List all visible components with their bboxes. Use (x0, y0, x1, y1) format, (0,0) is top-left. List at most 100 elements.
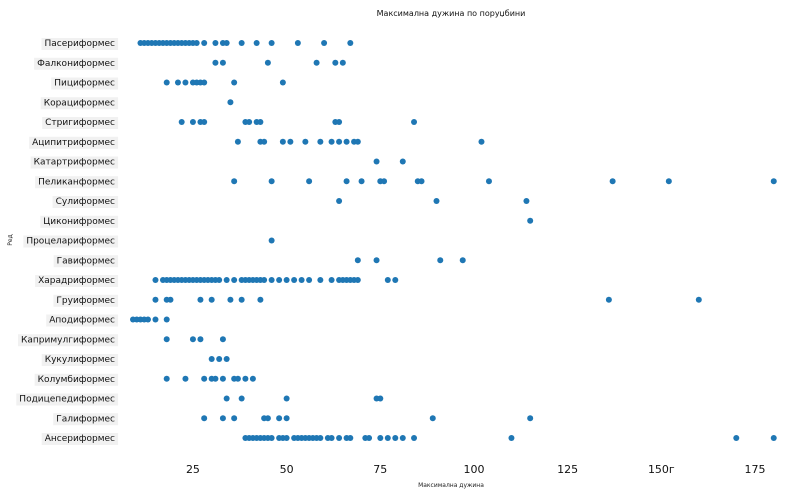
category-label: Кукулиформес (45, 355, 115, 365)
data-point (182, 79, 189, 86)
data-point (384, 277, 391, 283)
category-label-background (51, 77, 119, 90)
data-point (358, 178, 365, 185)
category-label: Капримулгиформес (21, 335, 115, 345)
data-point (302, 138, 309, 145)
data-point (144, 316, 151, 323)
category-label: Колумбиформес (38, 375, 115, 385)
x-tick-label: 75 (373, 463, 387, 476)
data-point (437, 257, 444, 264)
data-point (212, 375, 219, 382)
category-labels: Пасериформес Фалкониформес Пициформес Корац… (19, 39, 115, 444)
category-label: Катартриформес (34, 158, 115, 168)
data-point (152, 296, 159, 303)
data-point (339, 59, 346, 66)
data-point (174, 79, 181, 86)
data-point (411, 435, 418, 441)
category-label-background (53, 255, 119, 268)
x-axis-label: Максимална дужина (418, 482, 484, 489)
data-point (317, 138, 324, 145)
category-label-background (40, 215, 119, 228)
data-point (294, 40, 301, 46)
data-point (283, 415, 290, 422)
data-point (246, 119, 253, 125)
data-point (770, 435, 777, 441)
data-point (485, 178, 492, 185)
data-point (197, 336, 204, 343)
category-label: Аципитриформес (32, 138, 115, 148)
data-point (231, 277, 238, 283)
data-points (129, 40, 777, 441)
data-point (264, 59, 271, 66)
label-background-layer (16, 38, 119, 445)
category-label-background (52, 196, 119, 208)
data-point (201, 40, 208, 46)
data-point (373, 257, 380, 264)
data-point (411, 119, 418, 125)
data-point (384, 435, 391, 441)
data-point (268, 178, 275, 185)
data-point (373, 158, 380, 165)
data-point (336, 138, 343, 145)
data-point (152, 316, 159, 323)
category-label: Харадриформес (38, 276, 115, 286)
category-label-background (41, 38, 119, 50)
data-point (216, 356, 223, 362)
data-point (399, 158, 406, 165)
data-point (366, 435, 373, 441)
data-point (298, 277, 305, 283)
data-point (527, 415, 534, 422)
data-point (283, 435, 290, 441)
data-point (377, 435, 384, 441)
data-point (268, 277, 275, 283)
data-point (336, 119, 343, 125)
data-point (459, 257, 466, 264)
data-point (242, 375, 249, 382)
data-point (201, 79, 208, 86)
category-label: Корациформес (44, 98, 115, 108)
data-point (313, 59, 320, 66)
data-point (287, 138, 294, 145)
data-point (343, 138, 350, 145)
category-label: Циконифромес (43, 217, 115, 227)
data-point (381, 178, 388, 185)
category-label-background (16, 393, 119, 406)
data-point (429, 415, 436, 422)
data-point (201, 119, 208, 125)
data-point (317, 277, 324, 283)
data-point (268, 40, 275, 46)
data-point (219, 375, 226, 382)
data-point (238, 395, 245, 402)
data-point (152, 277, 159, 283)
data-point (354, 257, 361, 264)
data-point (508, 435, 515, 441)
data-point (197, 296, 204, 303)
category-label-background (41, 433, 119, 445)
x-tick-label: 100 (463, 463, 484, 476)
data-point (257, 119, 264, 125)
data-point (223, 395, 230, 402)
data-point (219, 415, 226, 422)
category-label: Стригиформес (45, 118, 115, 128)
category-label-background (30, 156, 119, 169)
data-point (223, 356, 230, 362)
data-point (163, 375, 170, 382)
data-point (291, 277, 298, 283)
data-point (163, 336, 170, 343)
data-point (257, 296, 264, 303)
data-point (189, 119, 196, 125)
category-label: Груиформес (56, 296, 115, 306)
data-point (332, 59, 339, 66)
category-label: Пициформес (54, 79, 115, 89)
data-point (392, 277, 399, 283)
category-label-background (41, 354, 119, 366)
category-label-background (34, 373, 119, 386)
data-point (609, 178, 616, 185)
data-point (527, 217, 534, 224)
data-point (178, 119, 185, 125)
x-tick-label: 150г (648, 463, 675, 476)
category-label-background (18, 334, 119, 347)
data-point (276, 415, 283, 422)
